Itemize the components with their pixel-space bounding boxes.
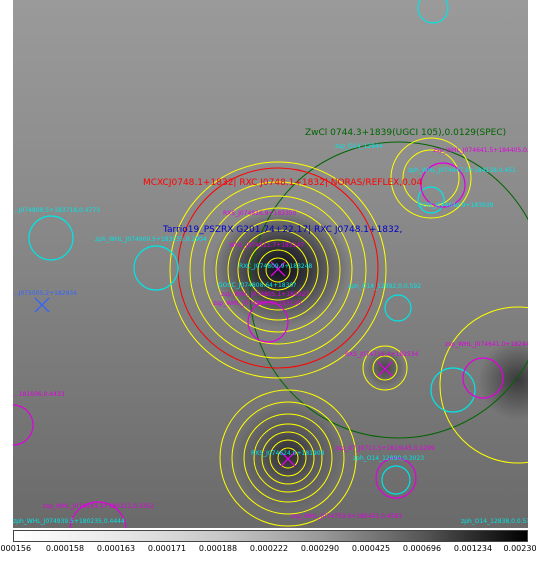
label-magenta-far-right: zsp_WHL_J074641.0+182444 [445,341,528,348]
label-bottom-mid-magenta: zsp_WHL_J074759.9+180451,0.4583 [291,513,402,520]
colorbar-tick: 0.000696 [402,544,442,553]
label-cyan-mid-right: GOO_J074649.9+183939 [418,202,494,209]
label-cyan-center2: GOCC_J074808.64+1830? [218,282,296,289]
label-bottom-left-cyan: zph_WHL_J074939.5+180235,0.4444 [13,518,125,525]
label-left-cyan2: zph_WHL_J074909.5+183535,0.2904 [95,236,207,243]
xray-map-image[interactable]: ZwCl 0744.3+1839(UGCI 105),0.0129(SPEC) … [13,0,528,528]
label-zwcl: ZwCl 0744.3+1839(UGCI 105),0.0129(SPEC) [305,128,506,138]
region-overlay: ZwCl 0744.3+1839(UGCI 105),0.0129(SPEC) … [13,0,528,528]
cyan-regions [28,0,476,495]
colorbar-tick: 0.000171 [147,544,187,553]
colorbar[interactable] [13,530,528,542]
bottom-contours [219,389,357,527]
contour-right [439,306,528,464]
label-top-cyan-small: zsp_O14_12844 [335,143,383,150]
colorbar-tick: 0.000290 [300,544,340,553]
label-cyan-top-right: zph_WHL_J074647.6+184118,0.451 [408,167,516,174]
label-cyan-o14-a: zph_O14_12892,0.0.592 [348,283,421,290]
colorbar-tick: 0.000158 [45,544,85,553]
label-magenta-center2: WHL_J074811.7+183347 [229,242,304,249]
colorbar-tick: 0.00230 [503,544,537,553]
colorbar-tick-labels: 0.000156 0.000158 0.000163 0.000171 0.00… [0,544,541,556]
colorbar-tick: 0.000425 [351,544,391,553]
label-left-magenta: ...181606,0.4433 [13,391,65,398]
label-magenta-center3: zsp_WHL_J074805.1+182927 [221,291,309,298]
label-bottom-cluster2: zsp_07_J0711.5+1816(45,0.0299 [335,445,435,452]
label-bottom-right-cyan: zph_O14_12838,0.0.5?? [461,518,528,525]
label-cyan-center1: RXC_J074809.9+183248 [239,263,313,270]
colorbar-tick: 0.000156 [0,544,32,553]
colorbar-tick: 0.000188 [198,544,238,553]
green-cluster-circle[interactable] [249,141,528,439]
label-magenta-mid-right: RXS_J074716.4+182534 [345,351,419,358]
central-contours [169,161,387,379]
label-zsp-whl-top: zsp_WHL_J074641.5+184405,0.0497 [433,147,528,154]
contour-top-right [390,137,472,219]
label-magenta-center1: RXS_J074816.9+183350 [223,210,297,217]
colorbar-tick: 0.000222 [249,544,289,553]
label-left-cross: ...J075005.2+182934 [13,290,77,297]
label-bottom-cluster3: zph_O14_12890,0.3023 [353,455,424,462]
colorbar-tick: 0.000163 [96,544,136,553]
small-contour-mid-inner [372,355,398,381]
label-magenta-center4: zsp_WHL_J074809.8+183130 [213,300,301,307]
small-contour-mid [362,345,408,391]
label-left-cyan1: ...J074808.5+183718,0.4773 [13,207,100,214]
label-bottom-left-magenta: zsp_WHL_J074934.3+180312,0.3352 [43,503,154,510]
cross-markers [34,261,393,467]
label-tarrio: Tarrio19_PSZRX G201.74+22.17| RXC J0748.… [162,225,402,235]
contour-top-right-inner [402,149,460,207]
label-bottom-cluster1: RXS_J074624.0+181908 [251,450,325,457]
colorbar-tick: 0.001234 [453,544,493,553]
label-mcxc: MCXCJ0748.1+1832| RXC J0748.1+1832| NORA… [143,178,422,188]
magenta-regions [13,162,504,528]
